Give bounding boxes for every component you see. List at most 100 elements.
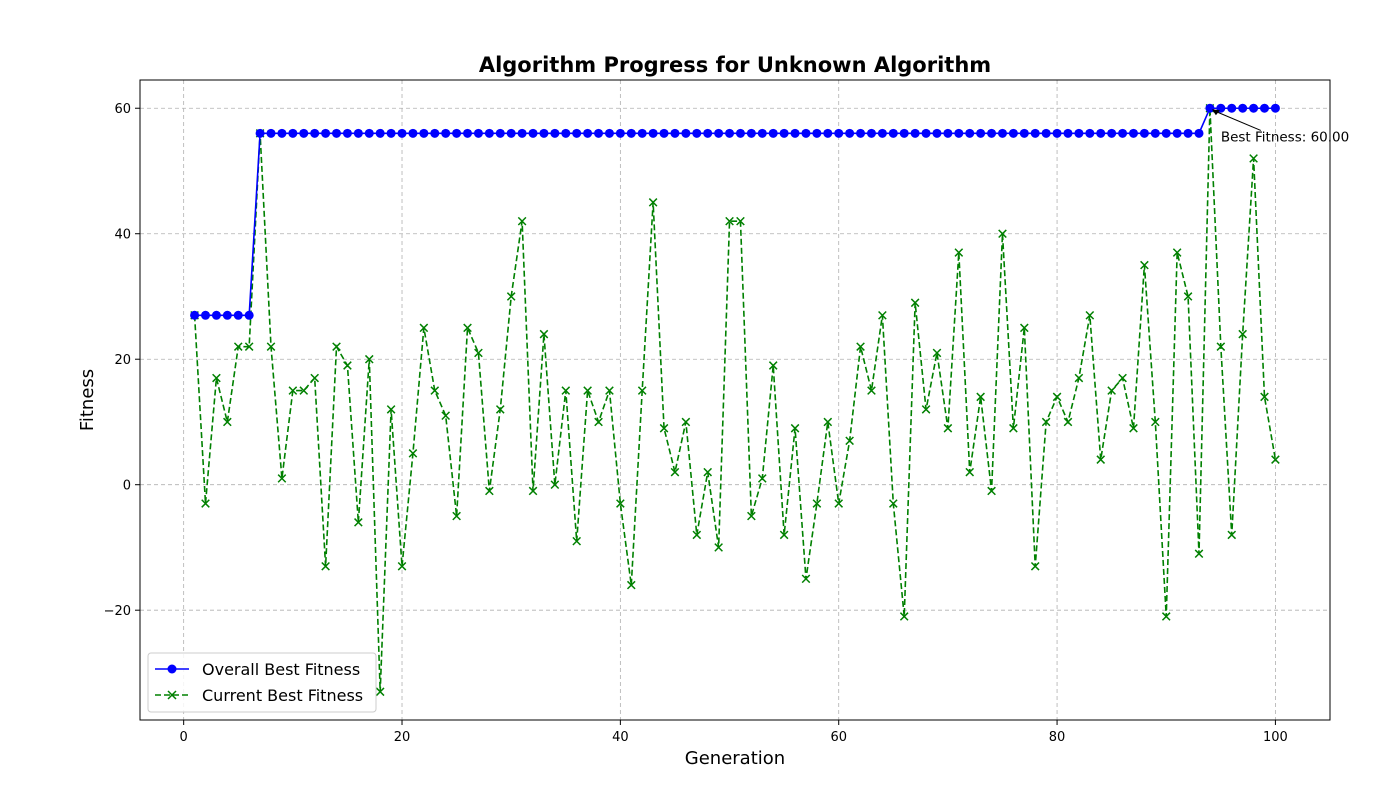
- data-point: [1249, 154, 1258, 163]
- legend-marker-overall-best: [167, 664, 177, 674]
- data-point: [878, 310, 887, 320]
- data-point: [321, 561, 330, 571]
- data-point: [506, 128, 516, 138]
- data-point: [364, 354, 374, 364]
- data-point: [386, 405, 396, 414]
- data-point: [343, 361, 352, 370]
- data-point: [888, 128, 898, 138]
- data-point: [495, 128, 505, 138]
- data-point: [866, 128, 876, 138]
- data-point: [583, 128, 593, 138]
- data-point: [321, 128, 331, 138]
- data-point: [484, 128, 494, 138]
- data-point: [310, 373, 320, 383]
- data-point: [1052, 128, 1062, 138]
- x-tick-label: 80: [1049, 730, 1066, 745]
- data-point: [1128, 128, 1138, 138]
- data-point: [1118, 373, 1127, 383]
- data-point: [681, 417, 691, 427]
- data-point: [1249, 103, 1259, 113]
- x-tick-label: 0: [180, 730, 188, 745]
- legend-label-current-best: Current Best Fitness: [202, 686, 363, 705]
- data-point: [921, 405, 931, 414]
- data-point: [1063, 128, 1073, 138]
- data-point: [899, 128, 909, 138]
- legend-box: [147, 652, 377, 713]
- data-point: [648, 198, 658, 207]
- data-point: [757, 474, 767, 483]
- y-tick-label: 60: [114, 102, 131, 117]
- data-point: [692, 128, 702, 138]
- data-point: [201, 499, 210, 508]
- data-point: [1161, 612, 1171, 621]
- data-point: [1227, 103, 1237, 113]
- data-point: [747, 511, 756, 521]
- data-point: [965, 128, 975, 138]
- data-point: [408, 128, 418, 138]
- data-point: [353, 128, 363, 138]
- data-point: [310, 128, 320, 138]
- data-point: [790, 128, 800, 138]
- data-point: [561, 386, 571, 395]
- data-point: [997, 128, 1007, 138]
- data-point: [1260, 392, 1269, 402]
- data-point: [561, 128, 571, 138]
- data-point: [419, 128, 429, 138]
- data-point: [845, 436, 854, 446]
- data-point: [397, 128, 407, 138]
- data-point: [1238, 329, 1247, 339]
- data-point: [1085, 128, 1095, 138]
- y-tick-label: 0: [123, 479, 131, 494]
- data-point: [834, 499, 844, 508]
- data-point: [244, 342, 254, 351]
- data-point: [779, 128, 789, 138]
- data-point: [1118, 128, 1128, 138]
- data-point: [670, 128, 680, 138]
- data-point: [212, 373, 221, 383]
- data-point: [419, 323, 429, 333]
- data-point: [616, 499, 625, 508]
- axis-ticks: 0 20 40 60 80 100 −20 0 20 40 60: [104, 102, 1288, 745]
- series-line-current-best-fitness: [193, 108, 1277, 692]
- data-point: [932, 348, 942, 358]
- data-point: [648, 128, 658, 138]
- data-point: [899, 612, 909, 621]
- data-point: [856, 128, 866, 138]
- data-point: [888, 499, 898, 508]
- data-point: [735, 128, 745, 138]
- data-point: [397, 561, 407, 571]
- data-point: [277, 474, 287, 483]
- data-point: [768, 128, 778, 138]
- data-point: [1107, 386, 1116, 395]
- data-point: [998, 229, 1007, 239]
- data-point: [976, 128, 986, 138]
- y-tick-label: 20: [114, 353, 131, 368]
- data-point: [943, 128, 953, 138]
- data-point: [932, 128, 942, 138]
- data-point: [572, 536, 582, 546]
- data-point: [1041, 128, 1051, 138]
- data-point: [452, 511, 461, 521]
- data-point: [211, 310, 221, 320]
- data-point: [539, 329, 549, 339]
- data-point: [725, 216, 734, 226]
- data-point: [637, 386, 647, 395]
- data-point: [1030, 128, 1040, 138]
- data-point: [1129, 423, 1138, 433]
- data-point: [255, 128, 265, 138]
- data-point: [987, 128, 997, 138]
- data-point: [288, 128, 298, 138]
- data-point: [1150, 417, 1160, 427]
- x-tick-label: 20: [394, 730, 411, 745]
- data-point: [714, 543, 723, 552]
- data-point: [626, 128, 636, 138]
- data-point: [703, 128, 713, 138]
- data-point: [1085, 310, 1095, 320]
- data-point: [1227, 530, 1237, 540]
- data-point: [1183, 128, 1193, 138]
- data-point: [801, 128, 811, 138]
- data-point: [692, 530, 702, 540]
- data-point: [877, 128, 887, 138]
- data-point: [583, 386, 592, 395]
